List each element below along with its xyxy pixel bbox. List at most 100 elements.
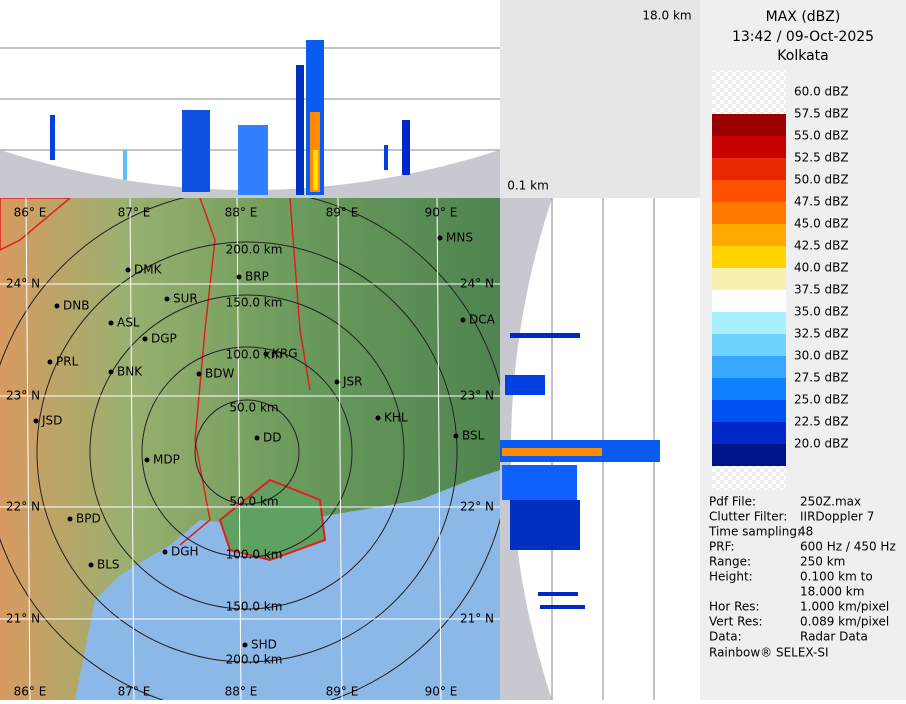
map-labels: 86° E 86° E 87° E 87° E 88° E 88° E 89° E 89° E… <box>6 206 496 699</box>
meridian <box>436 198 442 700</box>
city-label: BSL <box>462 429 485 443</box>
range-label: 150.0 km <box>226 600 283 614</box>
info-value: 18.000 km <box>800 585 864 599</box>
legend-swatch <box>712 356 786 378</box>
legend-swatch <box>712 202 786 224</box>
range-label: 50.0 km <box>229 401 278 415</box>
info: Pdf File: 250Z.max Clutter Filter: IIRDoppl… <box>708 495 896 660</box>
city-label: DGH <box>171 545 199 559</box>
lon-label-bottom: 88° E <box>225 685 258 699</box>
info-key: Time sampling: <box>708 525 801 539</box>
lon-label-bottom: 87° E <box>118 685 151 699</box>
range-label: 150.0 km <box>226 296 283 310</box>
info-key: Height: <box>709 570 753 584</box>
legend-swatch <box>712 224 786 246</box>
meridian <box>337 198 343 700</box>
city-label: JSD <box>41 414 62 428</box>
city-dot <box>196 371 202 377</box>
lat-label-right: 21° N <box>460 612 494 626</box>
legend-swatch <box>712 180 786 202</box>
legend-swatch <box>712 312 786 334</box>
legend-label: 50.0 dBZ <box>794 173 849 187</box>
right-section <box>500 198 700 700</box>
legend-label: 25.0 dBZ <box>794 393 849 407</box>
city-dot <box>88 562 94 568</box>
city-label: MDP <box>153 453 180 467</box>
legend-swatch <box>712 400 786 422</box>
legend-label: 37.5 dBZ <box>794 283 849 297</box>
city-label: BRP <box>245 270 269 284</box>
city-label: BLS <box>97 558 120 572</box>
city-label: KRG <box>272 347 298 361</box>
info-key: Pdf File: <box>709 495 756 509</box>
city-dot <box>67 516 73 522</box>
city-dot <box>125 267 131 273</box>
range-label: 50.0 km <box>229 495 278 509</box>
legend-swatch <box>712 268 786 290</box>
lat-label-right: 23° N <box>460 389 494 403</box>
legend-swatch <box>712 136 786 158</box>
legend-label: 45.0 dBZ <box>794 217 849 231</box>
title: MAX (dBZ) <box>766 9 841 25</box>
city-dot <box>236 274 242 280</box>
legend-label: 30.0 dBZ <box>794 349 849 363</box>
legend-label: 32.5 dBZ <box>794 327 849 341</box>
city-label: JSR <box>342 375 363 389</box>
range-ring <box>141 346 353 558</box>
legend-label: 57.5 dBZ <box>794 107 849 121</box>
city-dot <box>54 303 60 309</box>
city-label: KHL <box>384 411 408 425</box>
legend-label: 60.0 dBZ <box>794 85 849 99</box>
city-dot <box>144 457 150 463</box>
city-label: SUR <box>173 292 198 306</box>
city-dot <box>164 296 170 302</box>
lat-label-left: 22° N <box>6 500 40 514</box>
lon-label-top: 87° E <box>118 206 151 220</box>
info-key: Vert Res: <box>709 615 763 629</box>
legend-label: 47.5 dBZ <box>794 195 849 209</box>
city-dot <box>162 549 168 555</box>
legend-label: 22.5 dBZ <box>794 415 849 429</box>
legend: 60.0 dBZ 57.5 dBZ 55.0 dBZ 52.5 dBZ 50.0 dBZ… <box>712 85 849 466</box>
city-label: DGP <box>151 332 177 346</box>
city-label: BDW <box>205 367 234 381</box>
city-dot <box>460 317 466 323</box>
lon-label-top: 88° E <box>225 206 258 220</box>
info-key: PRF: <box>709 540 735 554</box>
top-section <box>0 0 500 198</box>
lat-label-right: 24° N <box>460 277 494 291</box>
range-label: 100.0 km <box>226 548 283 562</box>
lat-label-right: 22° N <box>460 500 494 514</box>
city-label: BPD <box>76 512 101 526</box>
station: Kolkata <box>777 48 828 64</box>
legend-label: 27.5 dBZ <box>794 371 849 385</box>
time: 13:42 / 09-Oct-2025 <box>732 29 874 45</box>
info-value: 48 <box>798 525 813 539</box>
lon-label-bottom: 86° E <box>14 685 47 699</box>
info-key: Range: <box>709 555 751 569</box>
info-value: 0.089 km/pixel <box>800 615 889 629</box>
city-dot <box>254 435 260 441</box>
city-dot <box>263 351 269 357</box>
city-label: DCA <box>469 313 496 327</box>
info-value: IIRDoppler 7 <box>800 510 874 524</box>
meridian <box>129 198 135 700</box>
legend-swatch <box>712 378 786 400</box>
legend-swatch <box>712 290 786 312</box>
city-label: ASL <box>117 316 140 330</box>
legend-label: 40.0 dBZ <box>794 261 849 275</box>
info-footer: Rainbow® SELEX-SI <box>709 646 829 660</box>
range-label: 200.0 km <box>226 653 283 667</box>
range-ring <box>194 399 300 505</box>
info-value: 250Z.max <box>800 495 861 509</box>
legend-swatch <box>712 444 786 466</box>
range-ring <box>89 294 405 610</box>
city-label: PRL <box>56 355 79 369</box>
city-dot <box>142 336 148 342</box>
range-rings <box>0 198 500 700</box>
lon-label-bottom: 90° E <box>425 685 458 699</box>
lon-label-top: 86° E <box>14 206 47 220</box>
info-value: Radar Data <box>800 630 868 644</box>
info-value: 0.100 km to <box>800 570 873 584</box>
